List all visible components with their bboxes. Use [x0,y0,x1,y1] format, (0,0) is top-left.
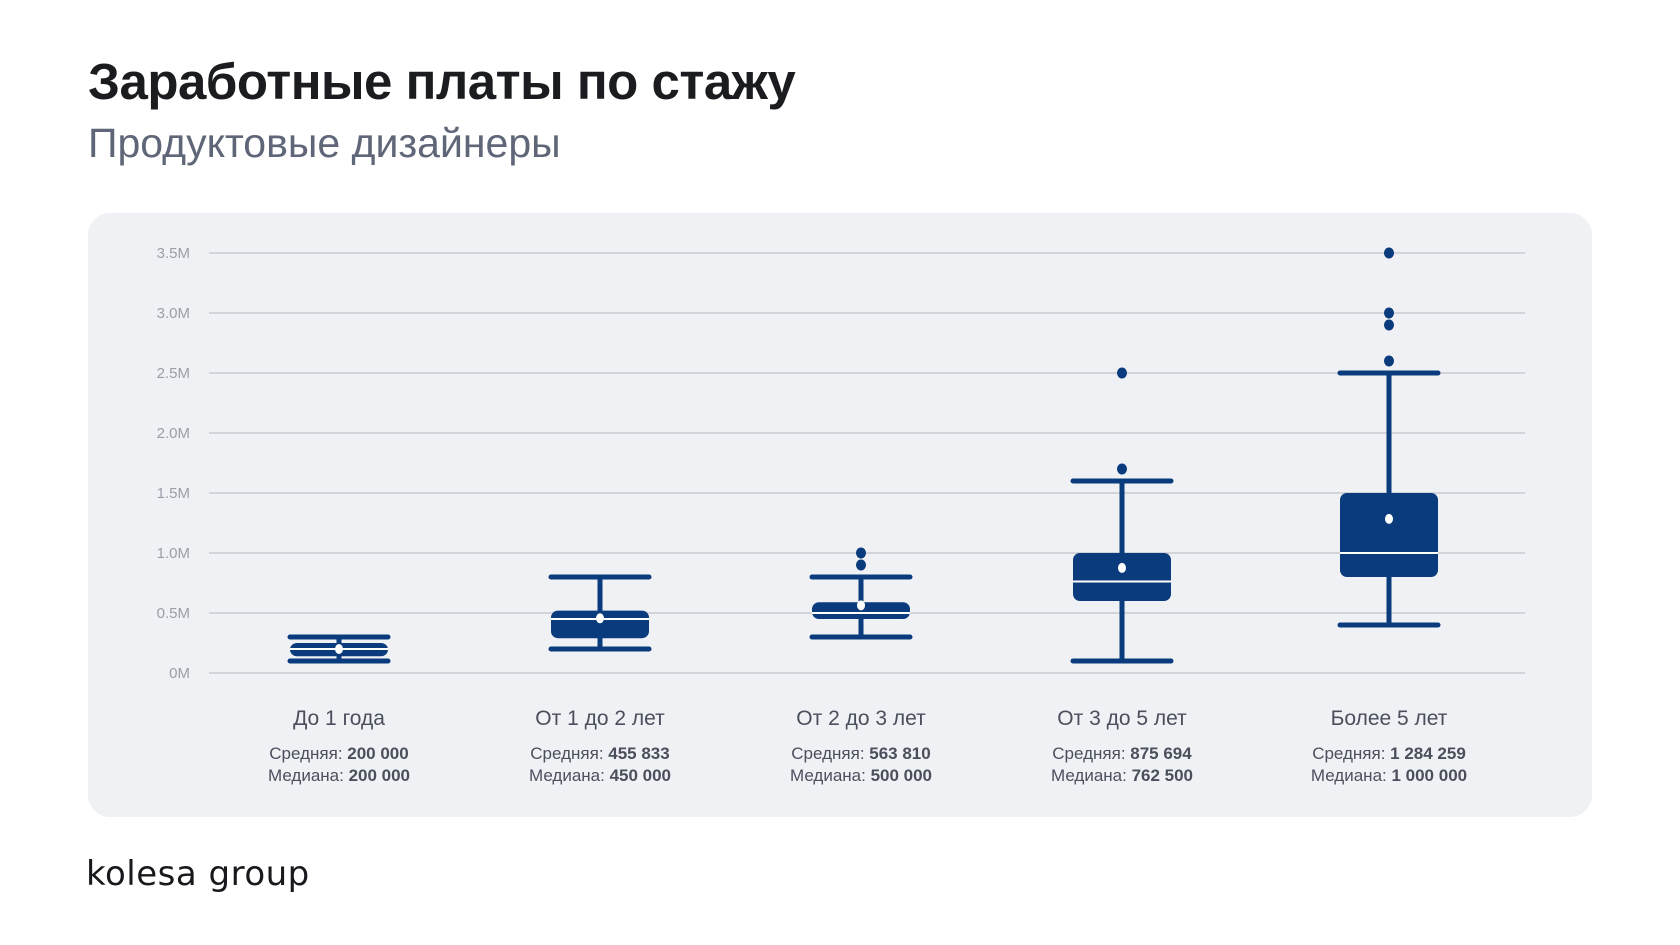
median-text: Медиана: 500 000 [790,766,932,785]
y-tick-label: 3.5M [157,245,190,262]
median-value: 762 500 [1132,766,1193,785]
median-value: 450 000 [610,766,671,785]
outlier-point [1384,355,1394,367]
outlier-point [856,547,866,559]
mean-text: Средняя: 875 694 [1052,744,1192,763]
mean-value: 875 694 [1130,744,1192,763]
category-label: От 2 до 3 лет [796,707,926,730]
median-value: 1 000 000 [1391,766,1467,785]
median-text: Медиана: 200 000 [268,766,410,785]
mean-text: Средняя: 455 833 [530,744,669,763]
outlier-point [1384,307,1394,319]
mean-label: Средняя: [791,744,869,763]
outlier-point [1117,463,1127,475]
median-text: Медиана: 1 000 000 [1311,766,1467,785]
page-title: Заработные платы по стажу [88,53,796,110]
category-label: От 3 до 5 лет [1057,707,1187,730]
outlier-point [1384,247,1394,259]
iqr-box [1340,493,1438,577]
mean-label: Средняя: [269,744,347,763]
mean-label: Средняя: [530,744,608,763]
mean-text: Средняя: 1 284 259 [1312,744,1466,763]
median-value: 500 000 [871,766,932,785]
outlier-point [1384,319,1394,331]
mean-marker [335,644,343,654]
page-subtitle: Продуктовые дизайнеры [88,120,561,166]
mean-label: Средняя: [1312,744,1390,763]
y-tick-label: 3.0M [157,305,190,322]
median-label: Медиана: [529,766,610,785]
outlier-point [856,559,866,571]
median-label: Медиана: [1311,766,1392,785]
category-label: До 1 года [293,707,385,730]
median-label: Медиана: [268,766,349,785]
mean-label: Средняя: [1052,744,1130,763]
y-tick-label: 0.5M [157,605,190,622]
y-tick-label: 2.0M [157,425,190,442]
median-text: Медиана: 450 000 [529,766,671,785]
mean-marker [596,613,604,624]
mean-text: Средняя: 563 810 [791,744,930,763]
median-value: 200 000 [349,766,410,785]
iqr-box [812,602,910,619]
median-label: Медиана: [790,766,871,785]
y-tick-label: 1.5M [157,485,190,502]
mean-marker [857,600,865,611]
mean-value: 1 284 259 [1390,744,1466,763]
mean-marker [1118,562,1126,573]
mean-text: Средняя: 200 000 [269,744,408,763]
median-text: Медиана: 762 500 [1051,766,1193,785]
y-tick-label: 0M [169,665,190,682]
iqr-box [551,610,649,639]
y-tick-label: 2.5M [157,365,190,382]
y-tick-label: 1.0M [157,545,190,562]
category-label: Более 5 лет [1331,707,1448,730]
median-label: Медиана: [1051,766,1132,785]
mean-value: 563 810 [869,744,930,763]
iqr-box [1073,553,1171,601]
kolesa-group-logo: kolesa group [86,854,310,894]
mean-value: 455 833 [608,744,669,763]
outlier-point [1117,367,1127,379]
category-label: От 1 до 2 лет [535,707,665,730]
mean-marker [1385,513,1393,524]
mean-value: 200 000 [347,744,408,763]
